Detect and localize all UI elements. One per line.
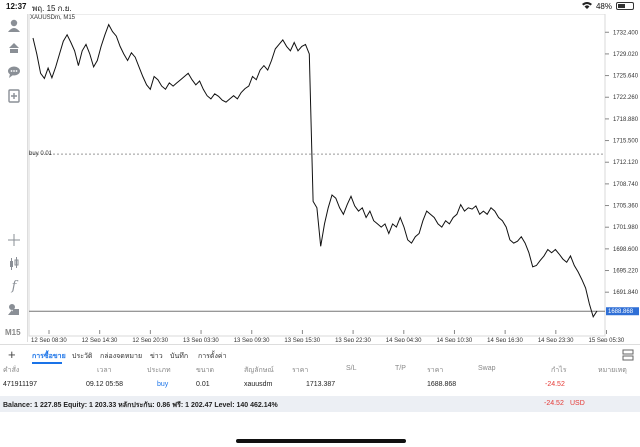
objects-icon[interactable] xyxy=(6,301,22,317)
col-order: คำสั่ง xyxy=(3,367,20,374)
tab-news[interactable]: ข่าว xyxy=(150,353,163,360)
y-tick-label: 1698.600 xyxy=(613,247,639,253)
trade-icon[interactable] xyxy=(6,40,22,56)
y-tick-label: 1729.020 xyxy=(613,52,639,58)
table-row[interactable]: 471911197 09.12 05:58 buy 0.01 xauusdm 1… xyxy=(0,381,640,393)
col-price: ราคา xyxy=(292,367,309,374)
x-tick-label: 14 Sep 04:30 xyxy=(386,338,422,342)
status-bar: 12:37 พฤ. 15 ก.ย. 48% xyxy=(0,0,640,14)
col-type: ประเภท xyxy=(147,367,171,374)
col-comment: หมายเหตุ xyxy=(598,367,627,374)
x-tick-label: 12 Sep 08:30 xyxy=(31,338,67,342)
y-tick-label: 1701.980 xyxy=(613,225,639,231)
y-tick-label: 1725.640 xyxy=(613,74,639,80)
order-time: 09.12 05:58 xyxy=(86,381,123,388)
y-tick-label: 1718.880 xyxy=(613,117,639,123)
y-tick-label: 1695.220 xyxy=(613,269,639,275)
col-sl: S/L xyxy=(346,365,357,372)
chat-icon[interactable] xyxy=(6,64,22,80)
orders-header: คำสั่ง เวลา ประเภท ขนาด สัญลักษณ์ ราคา S… xyxy=(0,365,640,377)
x-tick-label: 13 Sep 09:30 xyxy=(234,338,270,342)
indicators-icon[interactable]: f xyxy=(11,278,17,294)
y-tick-label: 1705.360 xyxy=(613,204,639,210)
col-swap: Swap xyxy=(478,365,496,372)
x-tick-label: 14 Sep 10:30 xyxy=(436,338,472,342)
current-price-badge xyxy=(606,307,639,316)
order-size: 0.01 xyxy=(196,381,210,388)
col-time: เวลา xyxy=(97,367,112,374)
plot-frame xyxy=(28,13,606,337)
total-profit: -24.52 xyxy=(544,400,564,407)
active-tab-indicator xyxy=(32,362,62,364)
new-order-icon[interactable] xyxy=(6,88,22,104)
wifi-icon xyxy=(581,1,592,11)
order-type: buy xyxy=(157,381,169,388)
y-tick-label: 1732.400 xyxy=(613,30,639,36)
price-chart[interactable]: 1732.400 1729.020 1725.640 1722.260 1718.880… xyxy=(27,13,640,344)
chart-symbol: XAUUSDm, M15 xyxy=(30,15,76,21)
tab-journal[interactable]: บันทึก xyxy=(170,353,189,360)
tab-mailbox[interactable]: กล่องจดหมาย xyxy=(100,353,143,360)
layout-icon[interactable] xyxy=(622,349,634,363)
x-tick-label: 14 Sep 16:30 xyxy=(487,338,523,342)
account-summary: Balance: 1 227.85 Equity: 1 203.33 หลักป… xyxy=(0,396,640,412)
col-size: ขนาด xyxy=(196,367,215,374)
x-tick-label: 15 Sep 05:30 xyxy=(589,338,625,342)
x-tick-label: 13 Sep 03:30 xyxy=(183,338,219,342)
crosshair-icon[interactable] xyxy=(6,232,22,248)
battery-percent: 48% xyxy=(595,1,612,11)
date: พฤ. 15 ก.ย. xyxy=(32,4,72,13)
order-open-price: 1713.387 xyxy=(306,381,336,388)
x-tick-label: 14 Sep 23:30 xyxy=(538,338,574,342)
price-series-line xyxy=(32,23,598,318)
battery-icon xyxy=(616,2,634,10)
x-tick-label: 12 Sep 20:30 xyxy=(132,338,168,342)
tab-trade[interactable]: การซื้อขาย xyxy=(32,353,66,360)
chart-toolbar: f M15 xyxy=(0,14,28,342)
candles-icon[interactable] xyxy=(6,256,22,272)
battery-fill xyxy=(618,4,626,8)
home-indicator[interactable] xyxy=(236,439,406,443)
tab-settings[interactable]: การตั้งค่า xyxy=(198,353,227,360)
timeframe-button[interactable]: M15 xyxy=(5,328,21,337)
tab-history[interactable]: ประวัติ xyxy=(72,353,93,360)
order-current-price: 1688.868 xyxy=(427,381,457,388)
col-price-current: ราคา xyxy=(427,367,444,374)
col-tp: T/P xyxy=(395,365,406,372)
balance-text: Balance: 1 227.85 Equity: 1 203.33 หลักป… xyxy=(3,402,278,409)
account-icon[interactable] xyxy=(6,18,22,34)
chart-svg[interactable]: 1732.400 1729.020 1725.640 1722.260 1718.880… xyxy=(27,13,640,344)
x-tick-label: 13 Sep 15:30 xyxy=(284,338,320,342)
x-tick-label: 13 Sep 22:30 xyxy=(335,338,371,342)
clock: 12:37 xyxy=(6,2,27,11)
order-profit: -24.52 xyxy=(545,381,565,388)
current-price-label: 1688.868 xyxy=(608,309,634,315)
y-tick-label: 1722.260 xyxy=(613,95,639,101)
y-tick-label: 1708.740 xyxy=(613,182,639,188)
status-right: 48% xyxy=(581,1,634,11)
y-tick-label: 1712.120 xyxy=(613,160,639,166)
x-tick-label: 12 Sep 14:30 xyxy=(82,338,118,342)
terminal-tabs: + การซื้อขาย ประวัติ กล่องจดหมาย ข่าว บั… xyxy=(0,344,640,365)
add-icon[interactable]: + xyxy=(8,347,16,362)
col-symbol: สัญลักษณ์ xyxy=(244,367,274,374)
order-id: 471911197 xyxy=(3,381,37,388)
y-tick-label: 1691.840 xyxy=(613,290,639,296)
currency: USD xyxy=(570,400,585,407)
order-symbol: xauusdm xyxy=(244,381,273,388)
buy-line-label: buy 0.01 xyxy=(29,151,53,157)
y-tick-label: 1715.500 xyxy=(613,139,639,145)
col-profit: กำไร xyxy=(551,367,567,374)
